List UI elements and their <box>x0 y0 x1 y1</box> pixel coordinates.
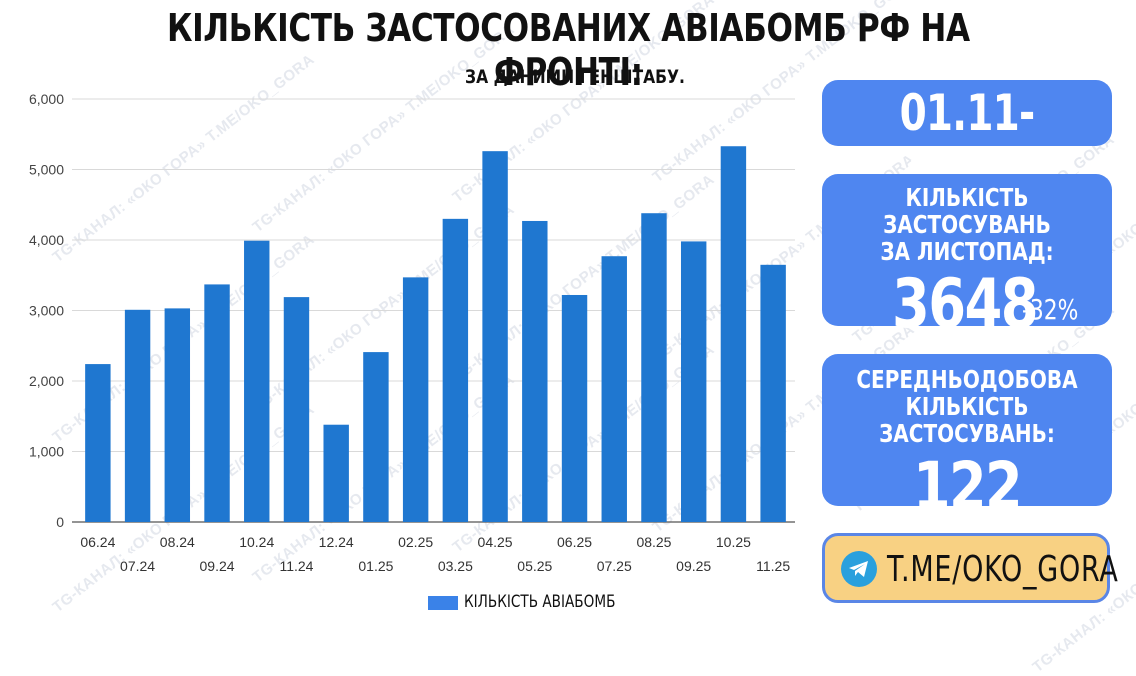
monthly-label-line-2: ЗА ЛИСТОПАД: <box>880 237 1054 266</box>
x-tick-label: 11.24 <box>279 558 313 574</box>
x-tick-label: 08.24 <box>160 534 195 550</box>
bar <box>442 218 469 522</box>
telegram-icon <box>841 551 877 587</box>
telegram-link-panel[interactable]: T.ME/OKO_GORA <box>822 533 1118 603</box>
x-tick-label: 11.25 <box>756 558 790 574</box>
x-tick-label: 02.25 <box>398 534 433 550</box>
bar <box>323 424 349 522</box>
bar <box>85 364 111 522</box>
x-tick-label: 07.25 <box>597 558 632 574</box>
y-tick-label: 0 <box>56 514 64 530</box>
bar-chart: 0 1,000 2,000 3,000 4,000 5,000 6,000 06.24 07.2… <box>29 91 795 574</box>
y-tick-label: 1,000 <box>29 444 64 460</box>
bar <box>720 146 747 523</box>
x-tick-label: 05.25 <box>517 558 552 574</box>
legend-swatch <box>428 596 458 610</box>
bar <box>482 151 508 523</box>
y-tick-label: 2,000 <box>29 373 64 389</box>
x-tick-label: 10.25 <box>716 534 751 550</box>
x-tick-label: 08.25 <box>636 534 671 550</box>
x-tick-label: 07.24 <box>120 558 155 574</box>
monthly-value: 3648 <box>892 265 1039 344</box>
page-subtitle: ЗА ДАНИМИ ГЕНШТАБУ. <box>465 66 685 88</box>
x-tick-label: 09.24 <box>200 558 235 574</box>
bar <box>522 220 548 522</box>
y-tick-label: 6,000 <box>29 91 64 107</box>
bar <box>760 264 786 522</box>
x-tick-label: 12.24 <box>319 534 354 550</box>
bar <box>402 277 429 522</box>
y-tick-label: 5,000 <box>29 162 64 178</box>
y-tick-label: 4,000 <box>29 232 64 248</box>
x-tick-label: 01.25 <box>358 558 393 574</box>
daily-average-panel: СЕРЕДНЬОДОБОВА КІЛЬКІСТЬ ЗАСТОСУВАНЬ: 12… <box>822 354 1112 525</box>
x-tick-label: 09.25 <box>676 558 711 574</box>
daily-value: 122 <box>912 448 1023 525</box>
x-tick-label: 03.25 <box>438 558 473 574</box>
x-tick-label: 06.24 <box>80 534 115 550</box>
x-tick-label: 06.25 <box>557 534 592 550</box>
y-tick-label: 3,000 <box>29 303 64 319</box>
bar <box>561 294 588 522</box>
bar <box>363 352 389 522</box>
bar <box>124 309 151 522</box>
monthly-count-panel: КІЛЬКІСТЬ ЗАСТОСУВАНЬ ЗА ЛИСТОПАД: 3648 … <box>822 174 1112 344</box>
x-tick-label: 04.25 <box>478 534 513 550</box>
bar <box>641 213 667 522</box>
page-title: КІЛЬКІСТЬ ЗАСТОСОВАНИХ АВІАБОМБ РФ НА ФР… <box>167 6 970 94</box>
period-panel: 01.11-30.11 <box>822 80 1112 208</box>
bar <box>204 284 230 522</box>
bar <box>244 240 270 522</box>
daily-label-line-1: СЕРЕДНЬОДОБОВА <box>856 365 1078 394</box>
monthly-label-line-1: КІЛЬКІСТЬ ЗАСТОСУВАНЬ <box>883 183 1051 239</box>
bar <box>283 297 310 522</box>
telegram-link-text[interactable]: T.ME/OKO_GORA <box>887 549 1119 590</box>
bar <box>680 241 707 522</box>
bar <box>601 256 627 522</box>
x-tick-label: 10.24 <box>239 534 274 550</box>
bar <box>164 308 191 522</box>
daily-label-line-2: КІЛЬКІСТЬ ЗАСТОСУВАНЬ: <box>879 392 1055 448</box>
monthly-change: -32% <box>1022 293 1079 326</box>
legend-label: КІЛЬКІСТЬ АВІАБОМБ <box>464 592 616 612</box>
